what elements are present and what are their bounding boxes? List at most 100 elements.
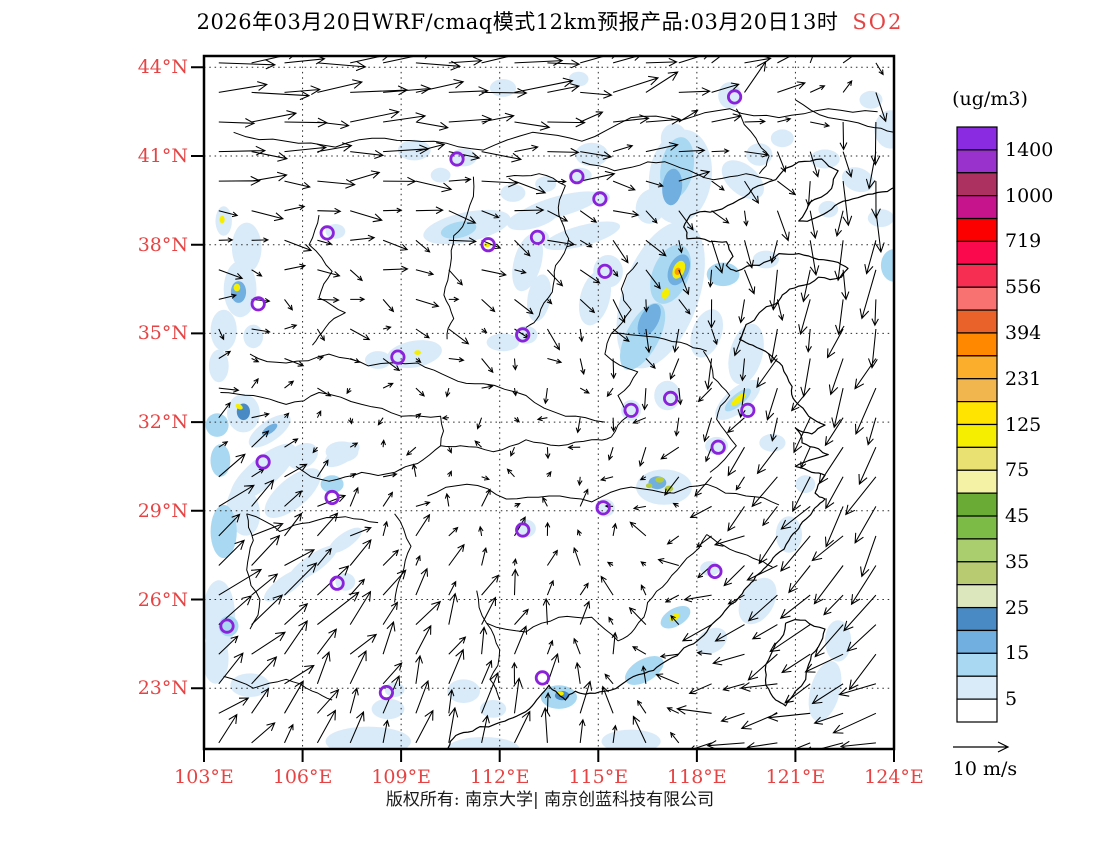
lon-axis-label: 109°E [371,766,431,788]
so2-patch [447,737,520,749]
so2-patch [262,423,278,436]
colorbar-cell [956,515,998,540]
colorbar-cell [956,629,998,654]
colorbar-value-label: 125 [1005,413,1042,436]
province-border [443,176,475,340]
lon-axis-label: 118°E [667,766,727,788]
so2-patch [661,288,670,299]
city-marker-circle [740,402,756,418]
so2-patch [324,442,360,468]
so2-patch [527,274,552,322]
city-marker-circle [534,670,551,686]
lat-lon-gridlines [204,56,894,749]
so2-patch [880,249,894,282]
city-marker-circle [529,229,546,245]
city-marker-circle [710,439,726,455]
so2-patch [210,444,231,477]
lat-axis-label: 38°N [137,233,188,256]
so2-patch [728,323,764,385]
so2-patch [752,250,780,269]
so2-patch [706,262,740,287]
colorbar-cell [956,172,998,197]
so2-patch [486,333,520,352]
so2-patch [637,303,661,337]
province-border [233,108,878,151]
so2-patch [235,403,243,410]
so2-patch [543,221,621,251]
city-marker-circle [378,684,394,701]
so2-patch [738,577,777,625]
colorbar-cell [956,606,998,632]
so2-patch [263,451,283,467]
colorbar-value-label: 231 [1005,367,1042,390]
so2-patch [810,149,840,169]
lon-axis-label: 112°E [469,766,530,788]
so2-patch [219,215,225,224]
copyright-text: 版权所有: 南京大学| 南京创蓝科技有限公司 [385,790,715,810]
so2-patch [264,468,321,519]
coastline [446,158,894,749]
province-border [249,353,605,423]
city-marker-circle [515,327,531,343]
colorbar-cell [956,446,998,471]
colorbar-cell [956,561,998,586]
so2-patch [512,233,543,292]
so2-patch [731,392,746,406]
so2-patch [795,475,816,494]
so2-patch [320,475,344,494]
so2-patch [818,200,839,218]
so2-patch [770,129,794,148]
city-marker-circle [707,563,723,580]
so2-patch [636,469,692,505]
so2-patch [371,698,405,720]
wind-scale-arrow-glyph [953,741,1010,753]
so2-patch [386,340,442,369]
colorbar-cell [956,652,998,677]
so2-patch [204,633,229,684]
province-border [581,161,773,181]
province-border [427,483,780,506]
colorbar-value-label: 75 [1005,459,1030,482]
so2-patch [808,661,842,722]
colorbar [956,126,998,723]
so2-patch [365,351,392,369]
city-marker-circle [449,151,465,167]
colorbar-cell [956,195,998,220]
colorbar-value-label: 25 [1005,596,1030,619]
so2-patch [867,209,894,227]
so2-patch [447,679,480,703]
map-frame [202,54,896,751]
city-marker-circle [662,390,679,406]
colorbar-cell [956,675,998,700]
so2-patch [859,90,883,109]
colorbar-value-label: 556 [1005,276,1042,299]
province-border [735,108,770,175]
so2-patch [205,413,229,437]
colorbar-value-label: 719 [1005,230,1042,253]
province-border [525,185,570,328]
colorbar-cell [956,217,998,243]
colorbar-value-label: 394 [1005,321,1042,344]
colorbar-cell [956,423,998,448]
colorbar-cell [956,355,998,380]
so2-patch [635,188,667,224]
city-marker-circle [595,500,611,516]
wind-scale-label: 10 m/s [952,758,1018,780]
city-marker-circle [390,349,406,365]
colorbar-value-label: 1000 [1005,184,1054,207]
so2-patch [243,324,264,349]
so2-patch [759,433,786,452]
colorbar-cell [956,332,998,357]
so2-patch [645,483,653,489]
so2-patch [575,142,609,167]
so2-patch [430,167,451,183]
colorbar-cell [956,378,998,403]
province-border [440,436,612,453]
city-marker-circle [480,237,496,253]
colorbar-cell [956,149,998,174]
colorbar-cell [956,286,998,311]
colorbar-cell [956,492,998,517]
so2-patch [655,476,664,483]
province-border [795,99,894,133]
